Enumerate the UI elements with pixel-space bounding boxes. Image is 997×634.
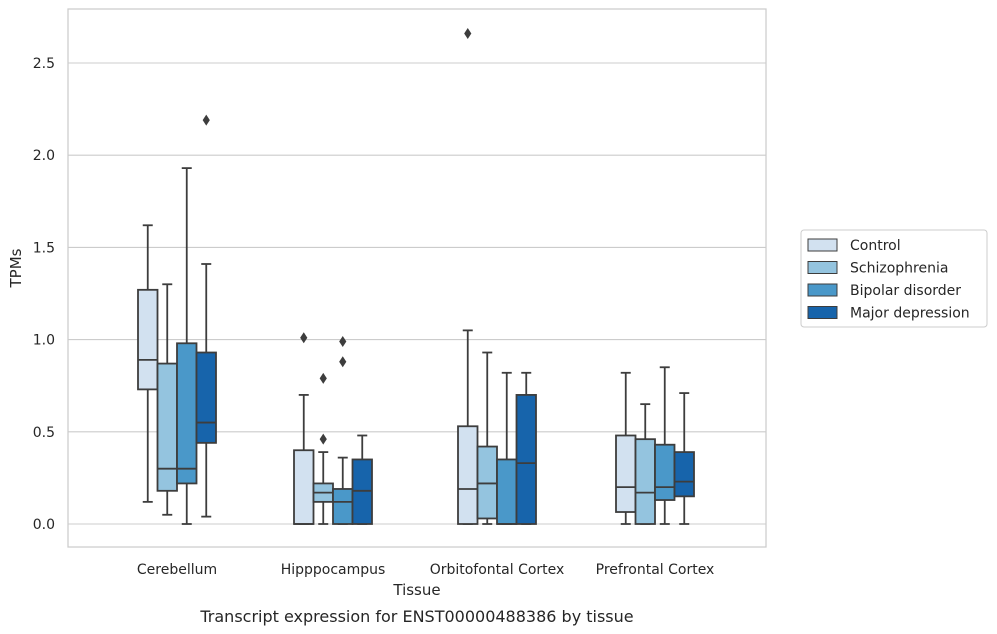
box-1-0 — [293, 332, 315, 525]
x-tick-labels: Cerebellum Hipppocampus Orbitofontal Corte… — [137, 562, 714, 578]
box-body — [673, 451, 695, 498]
box-2-0 — [457, 27, 479, 525]
legend-label: Control — [850, 238, 901, 254]
box-3-3 — [673, 392, 695, 525]
box-body — [156, 362, 178, 492]
y-tick-label: 1.5 — [33, 240, 55, 256]
outlier-point — [464, 27, 472, 39]
box-2-1 — [476, 351, 498, 525]
y-tick-label: 0.0 — [33, 517, 55, 533]
x-axis-label: Tissue — [392, 581, 440, 599]
box-3-2 — [654, 366, 676, 525]
box-body — [496, 458, 518, 525]
box-body — [176, 342, 198, 485]
box-1-2 — [332, 335, 354, 525]
box-body — [332, 488, 354, 525]
legend: Control Schizophrenia Bipolar disorder Majo… — [800, 229, 988, 328]
legend-swatch — [807, 238, 838, 252]
box-0-2 — [176, 167, 198, 525]
x-tick-label: Cerebellum — [137, 562, 217, 578]
box-2-2 — [496, 371, 518, 525]
box-body — [293, 449, 315, 525]
legend-label: Schizophrenia — [850, 261, 948, 277]
outlier-point — [319, 433, 327, 445]
outlier-point — [300, 332, 308, 344]
legend-label: Major depression — [850, 306, 970, 322]
legend-swatch — [807, 283, 838, 297]
box-body — [515, 394, 537, 525]
legend-swatch — [807, 261, 838, 274]
box-body — [615, 434, 637, 513]
box-2-3 — [515, 371, 537, 525]
box-body — [654, 443, 676, 501]
box-0-3 — [195, 114, 217, 518]
outlier-point — [339, 335, 347, 347]
box-body — [476, 445, 498, 520]
box-body — [351, 458, 373, 525]
outlier-point — [319, 372, 327, 384]
x-tick-label: Hipppocampus — [281, 562, 386, 578]
y-tick-labels: 0.0 0.5 1.0 1.5 2.0 2.5 — [33, 56, 55, 533]
outlier-point — [202, 114, 210, 126]
y-tick-label: 1.0 — [33, 333, 55, 349]
legend-swatch — [807, 306, 838, 319]
x-tick-label: Orbitofontal Cortex — [430, 562, 565, 578]
box-body — [137, 288, 159, 391]
outlier-point — [339, 356, 347, 368]
y-tick-label: 2.5 — [33, 56, 55, 72]
box-groups — [137, 27, 695, 525]
box-body — [195, 351, 217, 444]
y-axis-label: TPMs — [7, 248, 25, 288]
box-body — [457, 425, 479, 525]
box-0-1 — [156, 283, 178, 516]
plot-frame — [67, 8, 767, 548]
box-0-0 — [137, 224, 159, 503]
box-3-1 — [634, 403, 656, 525]
y-tick-label: 0.5 — [33, 425, 55, 441]
legend-label: Bipolar disorder — [850, 283, 961, 299]
legend-frame — [800, 229, 988, 328]
y-tick-label: 2.0 — [33, 148, 55, 164]
chart-caption: Transcript expression for ENST0000048838… — [199, 607, 633, 626]
box-1-3 — [351, 434, 373, 525]
box-1-1 — [312, 372, 334, 525]
box-body — [634, 438, 656, 525]
box-3-0 — [615, 371, 637, 525]
x-tick-label: Prefrontal Cortex — [596, 562, 715, 578]
